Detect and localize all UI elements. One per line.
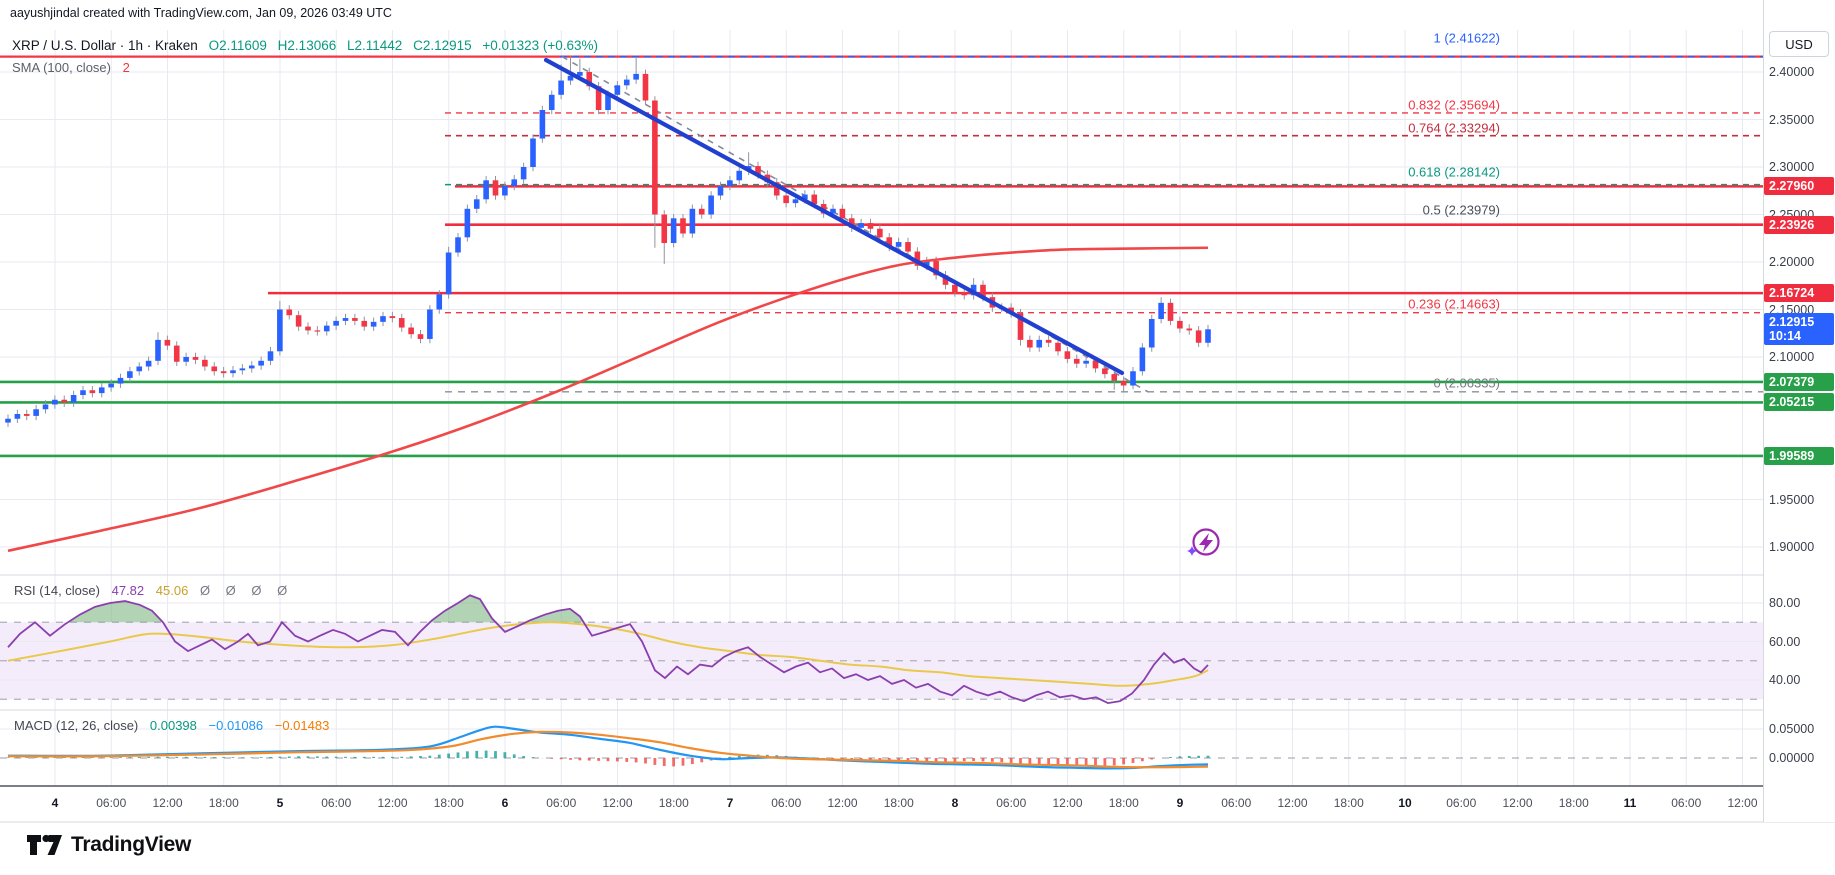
macd-histogram: [6, 750, 1210, 767]
downtrend-line[interactable]: [543, 57, 1125, 376]
price-levels: [0, 55, 1835, 458]
grid: [0, 30, 1763, 786]
rsi-overbought-fill: [526, 608, 584, 623]
rsi-ma-line[interactable]: [7, 621, 1209, 687]
rsi-overbought-fill: [68, 601, 163, 623]
rsi-line[interactable]: [7, 594, 1209, 705]
lightning-boost-icon[interactable]: [1187, 528, 1220, 557]
rsi-overbought-fill: [430, 595, 496, 623]
candle-wicks: [7, 56, 1209, 427]
macd-line[interactable]: [7, 725, 1209, 770]
macd-signal-line[interactable]: [7, 730, 1209, 769]
fib-baseline[interactable]: [561, 55, 1149, 393]
sma-100-line[interactable]: [7, 246, 1209, 553]
